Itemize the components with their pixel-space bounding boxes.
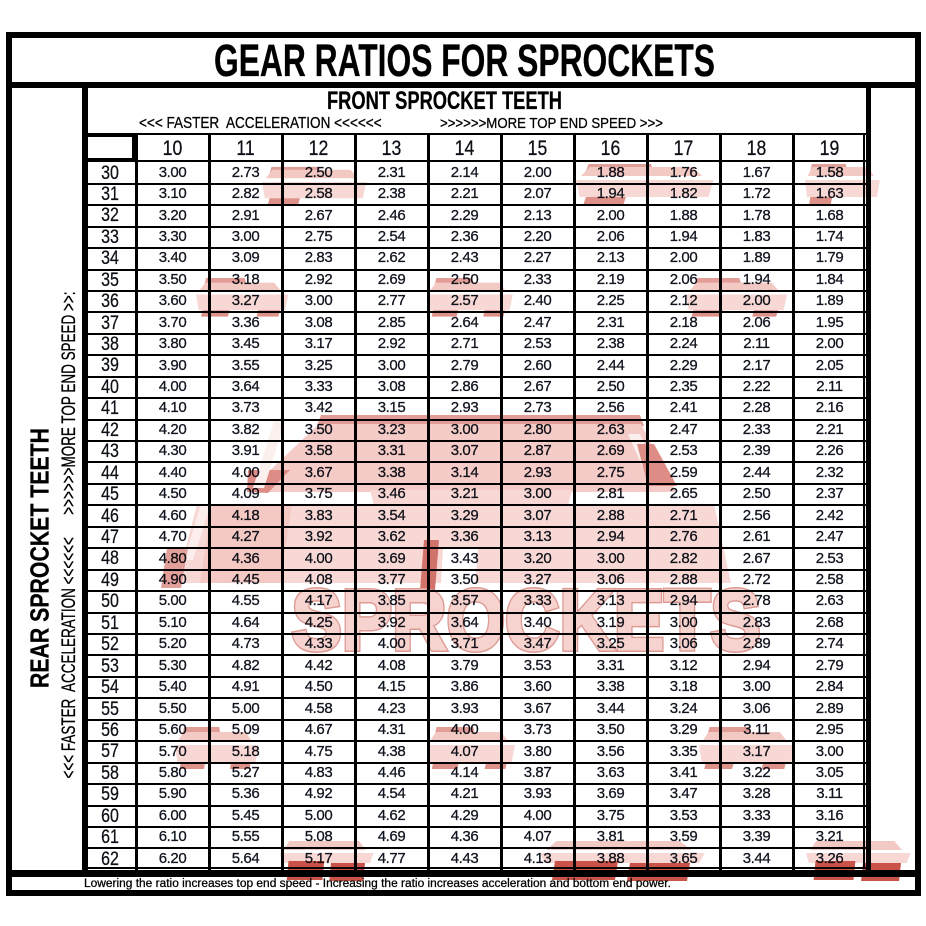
svg-text:SPROCKETS: SPROCKETS [292,573,761,667]
svg-text:SPROCKETS: SPROCKETS [292,573,761,667]
